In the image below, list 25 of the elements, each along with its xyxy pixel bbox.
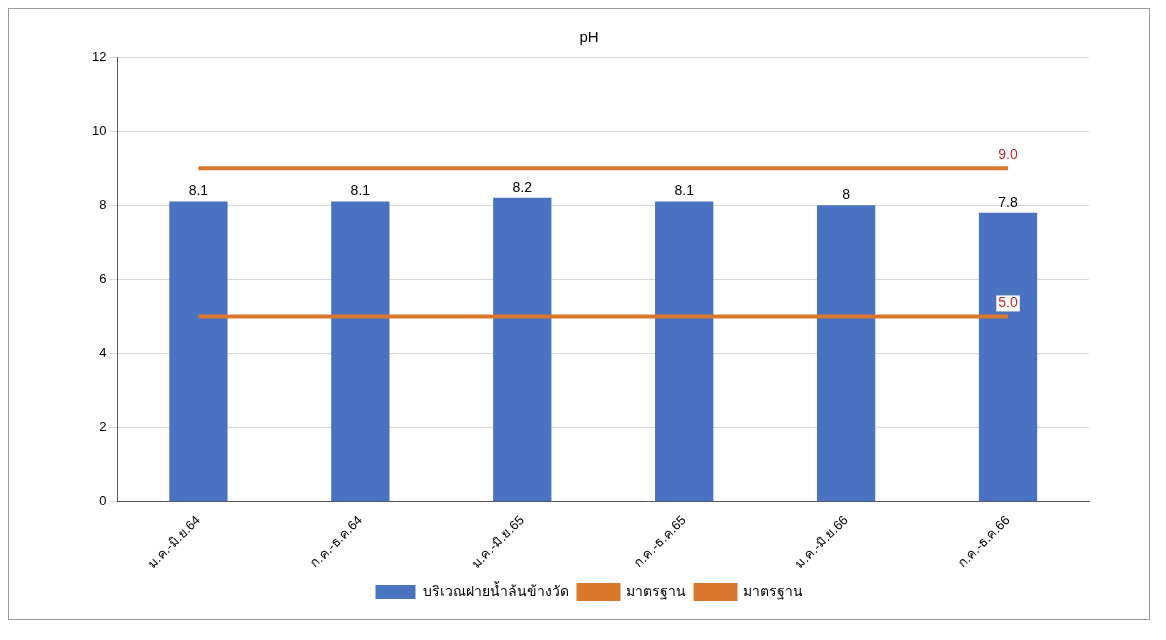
y-tick-label: 4 bbox=[99, 345, 107, 361]
y-tick-label: 6 bbox=[99, 270, 107, 286]
data-label: 8 bbox=[842, 186, 851, 203]
bar bbox=[493, 197, 552, 502]
data-label: 8.1 bbox=[674, 182, 695, 199]
legend-label: มาตรฐาน bbox=[742, 582, 803, 600]
data-label: 7.8 bbox=[998, 193, 1018, 210]
y-tick-label: 8 bbox=[99, 196, 107, 212]
legend-label: บริเวณฝายน้ำล้นข้างวัด bbox=[422, 580, 569, 599]
data-label: 8.2 bbox=[512, 178, 533, 195]
y-tick-label: 0 bbox=[99, 493, 107, 509]
chart-title: pH bbox=[579, 28, 599, 46]
data-label: 9.0 bbox=[998, 146, 1018, 163]
bar bbox=[331, 201, 390, 502]
bar bbox=[655, 201, 714, 502]
bar bbox=[816, 205, 876, 502]
bar bbox=[978, 212, 1038, 502]
data-label: 8.1 bbox=[188, 182, 209, 199]
y-tick-label: 2 bbox=[99, 419, 107, 435]
y-tick-label: 12 bbox=[91, 48, 107, 64]
data-label: 5.0 bbox=[998, 294, 1018, 311]
legend-label: มาตรฐาน bbox=[625, 582, 686, 600]
data-label: 8.1 bbox=[350, 182, 371, 199]
y-tick-label: 10 bbox=[91, 122, 107, 138]
bar bbox=[169, 201, 228, 502]
